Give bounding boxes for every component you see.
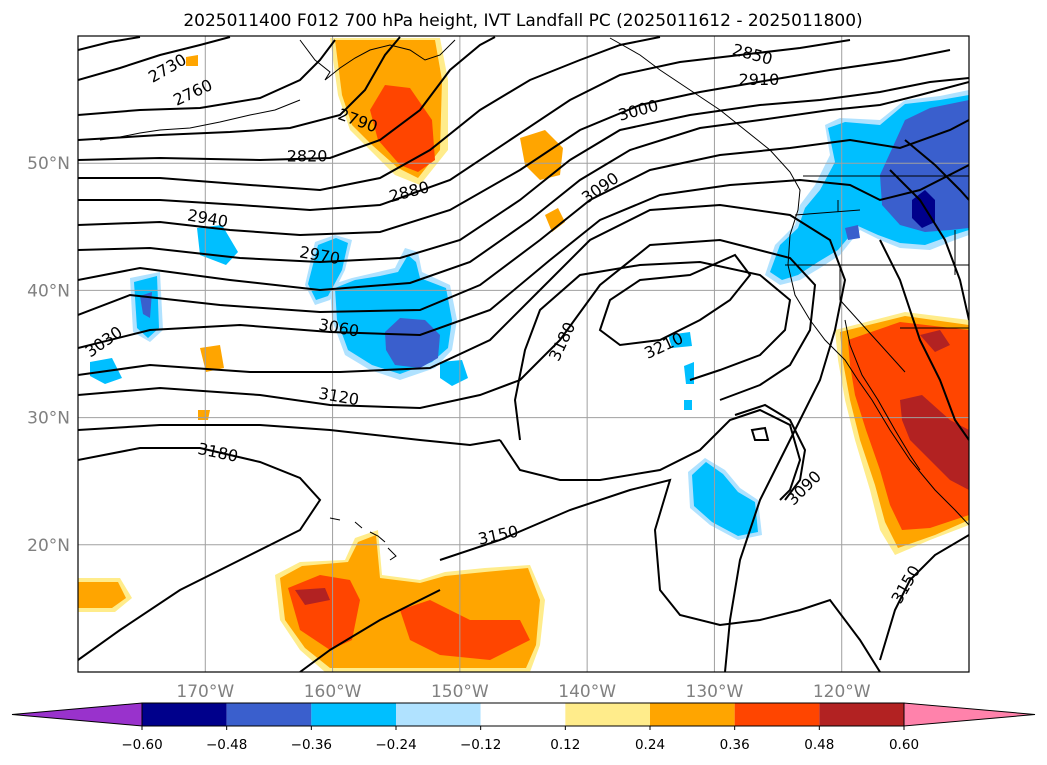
contour-2940: [78, 49, 951, 237]
colorbar-tick-label: 0.12: [550, 737, 580, 753]
ivt-positive-region: [200, 345, 224, 372]
contour-3060-low: [750, 426, 770, 441]
contour-3150-east: [879, 534, 969, 661]
map-frame: [77, 35, 970, 673]
contour-3180-ridge: [513, 260, 792, 441]
lat-tick-label: 20°N: [27, 536, 70, 556]
contour-2730: [78, 36, 141, 51]
contour-3060: [78, 164, 969, 349]
ivt-negative-region: [668, 332, 692, 348]
contour-label-text: 2910: [739, 70, 780, 89]
ivt-negative-region: [140, 292, 152, 318]
ivt-negative-region: [385, 318, 440, 368]
contour-2790: [78, 39, 336, 116]
ivt-negative-region: [684, 400, 692, 410]
contour-3120-east: [879, 239, 969, 441]
colorbar-segment: [480, 703, 566, 726]
contour-2880: [78, 36, 661, 192]
ivt-negative-region: [692, 462, 758, 536]
colorbar-tick-label: −0.12: [460, 737, 501, 753]
contour-3210: [598, 253, 752, 347]
colorbar-segment: [650, 703, 735, 726]
colorbar-tick-label: −0.24: [375, 737, 416, 753]
colorbar-segment: [142, 703, 227, 726]
colorbar-segment: [311, 703, 396, 726]
chart-title: 2025011400 F012 700 hPa height, IVT Land…: [183, 11, 862, 31]
coastline-baja: [844, 319, 921, 471]
ivt-negative-region: [880, 100, 969, 232]
contour-2760: [78, 36, 231, 81]
contour-3120: [78, 238, 817, 410]
lat-tick-label: 50°N: [27, 154, 70, 174]
ivt-positive-region: [370, 85, 435, 172]
lon-tick-label: 130°W: [686, 682, 744, 702]
contour-3060-east: [904, 139, 969, 201]
contour-2850: [78, 36, 496, 162]
ivt-positive-region: [198, 410, 210, 420]
contour-3180-hawaii: [299, 589, 441, 672]
ivt-negative-region: [308, 238, 348, 300]
contour-3090-low: [734, 403, 807, 501]
colorbar-tick-label: 0.36: [720, 737, 750, 753]
ivt-negative-region: [440, 360, 468, 386]
ivt-negative-region: [912, 190, 935, 228]
contour-label: 2910: [739, 70, 780, 89]
contour-3090: [78, 203, 847, 672]
lat-tick-label: 40°N: [27, 281, 70, 301]
colorbar-segment: [565, 703, 650, 726]
colorbar-tick-label: 0.24: [635, 737, 665, 753]
coastline-aleutians: [99, 99, 301, 141]
latitude-axis: 20°N 30°N 40°N 50°N: [27, 154, 70, 556]
colorbar-tick-label: 0.48: [804, 737, 834, 753]
contour-2910: [78, 39, 851, 212]
colorbar-frame: [141, 702, 905, 727]
ivt-positive-region: [900, 395, 969, 490]
coastline-alaska: [299, 39, 456, 81]
lat-tick-label: 30°N: [27, 409, 70, 429]
ivt-positive-region: [78, 582, 126, 608]
colorbar-tick-label: −0.48: [206, 737, 247, 753]
contour-label-text: 2820: [287, 147, 328, 166]
colorbar: −0.60 −0.48 −0.36 −0.24 −0.12 0.12 0.24 0.36 0.4…: [11, 702, 1036, 753]
ivt-positive-region: [400, 600, 530, 660]
contour-2970: [78, 77, 969, 264]
colorbar-tick-label: −0.60: [121, 737, 162, 753]
ivt-positive-region: [545, 208, 565, 232]
ivt-positive-region: [920, 330, 950, 352]
ivt-positive-region: [186, 55, 198, 66]
colorbar-segment: [819, 703, 904, 726]
lon-tick-label: 170°W: [176, 682, 234, 702]
colorbar-segment: [734, 703, 820, 726]
lon-tick-label: 120°W: [813, 682, 871, 702]
lon-tick-label: 140°W: [558, 682, 616, 702]
contour-label: 2820: [287, 147, 328, 166]
coastline-hawaii: [329, 517, 397, 561]
height-contours: [78, 36, 969, 672]
longitude-axis: 170°W 160°W 150°W 140°W 130°W 120°W: [176, 682, 870, 702]
ivt-positive-region: [295, 588, 330, 605]
contour-2820: [78, 36, 401, 141]
contour-3000: [78, 81, 969, 292]
colorbar-segment: [226, 703, 312, 726]
contour-3150-south: [499, 408, 802, 501]
ivt-negative-region: [845, 225, 860, 240]
colorbar-segment: [396, 703, 481, 726]
contour-3180: [78, 447, 322, 661]
ivt-shading-layer: [78, 38, 969, 672]
colorbar-extend-max: [903, 702, 1036, 727]
contour-3150: [78, 424, 501, 447]
contour-3030: [78, 119, 969, 316]
contour-3090-east: [889, 169, 969, 321]
lon-tick-label: 160°W: [304, 682, 362, 702]
colorbar-extend-min: [11, 702, 143, 727]
colorbar-tick-label: 0.60: [889, 737, 919, 753]
colorbar-tick-label: −0.36: [291, 737, 332, 753]
contour-3150-trough: [439, 478, 881, 672]
lon-tick-label: 150°W: [431, 682, 489, 702]
